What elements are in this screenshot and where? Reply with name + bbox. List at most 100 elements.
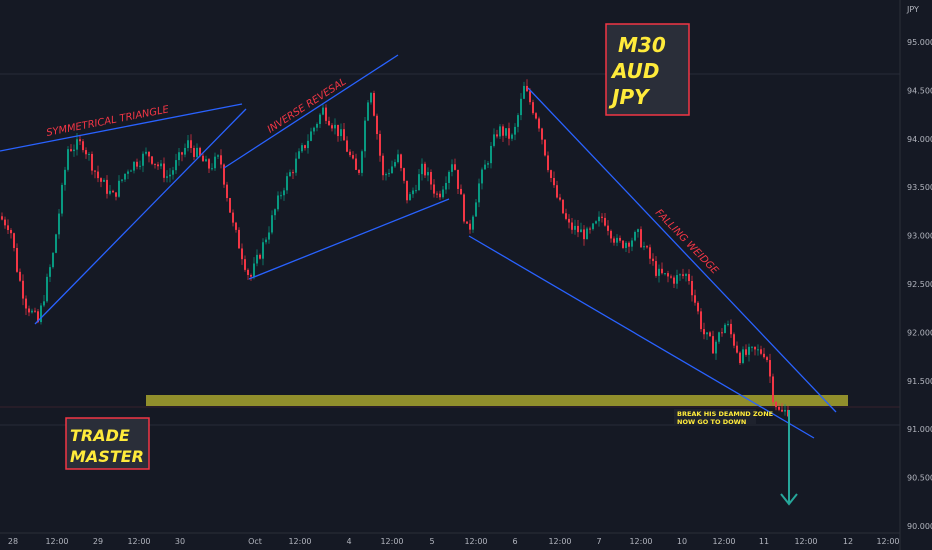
price-axis[interactable]: JPY 95.000 94.500 94.000 93.500 93.000 92.500… [899, 0, 932, 550]
candle-bear [4, 219, 6, 226]
candle-bear [652, 258, 654, 262]
candle-bear [496, 134, 498, 137]
y-tick-label: 90.500 [907, 474, 932, 483]
candle-bull [493, 134, 495, 146]
candle-bear [94, 170, 96, 172]
candle-bear [436, 193, 438, 195]
triangle-upper-line[interactable] [0, 103, 243, 152]
candle-bull [277, 195, 279, 210]
candle-bear [463, 194, 465, 222]
candle-bear [619, 237, 621, 241]
candle-bear [10, 230, 12, 234]
candle-bear [508, 128, 510, 139]
candle-bear [745, 349, 747, 355]
candle-bear [661, 268, 663, 274]
candle-bear [208, 159, 210, 169]
y-tick-label: 92.000 [907, 328, 932, 337]
trendlines [0, 54, 837, 439]
candle-bear [502, 126, 504, 136]
candle-bear [571, 222, 573, 230]
candle-bear [553, 178, 555, 186]
triangle-lower-line[interactable] [34, 108, 247, 325]
candle-bull [634, 231, 636, 241]
candle-bear [703, 329, 705, 335]
x-tick-label: 12:00 [876, 537, 899, 546]
pair-box-timeframe: M30 [618, 33, 666, 57]
candle-bull [616, 237, 618, 243]
candle-bull [298, 151, 300, 159]
candle-bear [670, 276, 672, 278]
candle-bull [415, 190, 417, 192]
candle-bull [316, 123, 318, 128]
candle-bear [199, 147, 201, 156]
x-tick-label: 10 [677, 537, 687, 546]
demand-zone[interactable] [146, 395, 848, 406]
candle-bull [271, 215, 273, 233]
candle-bear [19, 271, 21, 281]
candle-bull [445, 182, 447, 190]
candle-bull [478, 183, 480, 203]
candle-bull [418, 174, 420, 191]
wedge-lower-line[interactable] [468, 235, 815, 439]
candle-bull [142, 153, 144, 166]
y-tick-label: 93.000 [907, 232, 932, 241]
candle-bull [253, 263, 255, 277]
reversal-lower-line[interactable] [248, 198, 450, 280]
candle-bear [736, 345, 738, 353]
candle-bear [232, 212, 234, 223]
candle-bear [106, 179, 108, 194]
candle-bear [769, 360, 771, 377]
candle-bear [1, 216, 3, 220]
x-tick-label: 4 [346, 537, 351, 546]
candle-bear [538, 118, 540, 129]
candle-bear [733, 334, 735, 346]
candle-bear [157, 164, 159, 167]
brand-box-line1: TRADE [70, 426, 130, 445]
candle-bear [601, 216, 603, 218]
candle-bull [67, 149, 69, 170]
candle-bull [340, 129, 342, 137]
pair-box[interactable]: M30 AUD JPY [605, 23, 690, 116]
candle-bull [64, 169, 66, 185]
candle-bull [55, 234, 57, 253]
candle-bear [646, 246, 648, 248]
break-note-bg [674, 409, 756, 426]
candle-bear [697, 302, 699, 312]
candle-bear [328, 120, 330, 126]
candle-bull [370, 92, 372, 103]
candle-bear [97, 171, 99, 179]
y-tick-label: 91.000 [907, 425, 932, 434]
candle-bull [517, 115, 519, 127]
candle-bull [751, 346, 753, 348]
candle-bear [70, 149, 72, 152]
candle-bear [622, 240, 624, 248]
candle-bull [295, 158, 297, 173]
candle-bear [433, 184, 435, 194]
candle-bull [784, 409, 786, 412]
pair-box-base: AUD [610, 59, 659, 83]
candle-bull [490, 145, 492, 164]
candle-bear [775, 401, 777, 408]
candle-bear [763, 353, 765, 358]
x-tick-label: 12:00 [288, 537, 311, 546]
candle-bear [91, 153, 93, 171]
break-note[interactable]: BREAK HIS DEAMND ZONE NOW GO TO DOWN [674, 409, 773, 426]
candle-bear [376, 115, 378, 135]
candle-bear [223, 164, 225, 185]
candle-bear [100, 178, 102, 182]
candle-bull [448, 171, 450, 183]
reversal-upper-line[interactable] [223, 54, 399, 169]
wedge-upper-line[interactable] [527, 87, 837, 413]
candle-bear [325, 107, 327, 121]
candle-bull [265, 239, 267, 243]
candle-bull [184, 147, 186, 155]
x-tick-label: 7 [596, 537, 601, 546]
candle-bear [112, 190, 114, 193]
candle-bear [7, 225, 9, 231]
candle-bear [424, 163, 426, 176]
brand-box[interactable]: TRADE MASTER [65, 417, 150, 470]
candle-bear [331, 125, 333, 129]
time-axis[interactable]: 28 12:00 29 12:00 30 Oct 12:00 4 12:00 5 12:00 6 12:… [0, 532, 900, 546]
candle-bear [337, 124, 339, 137]
